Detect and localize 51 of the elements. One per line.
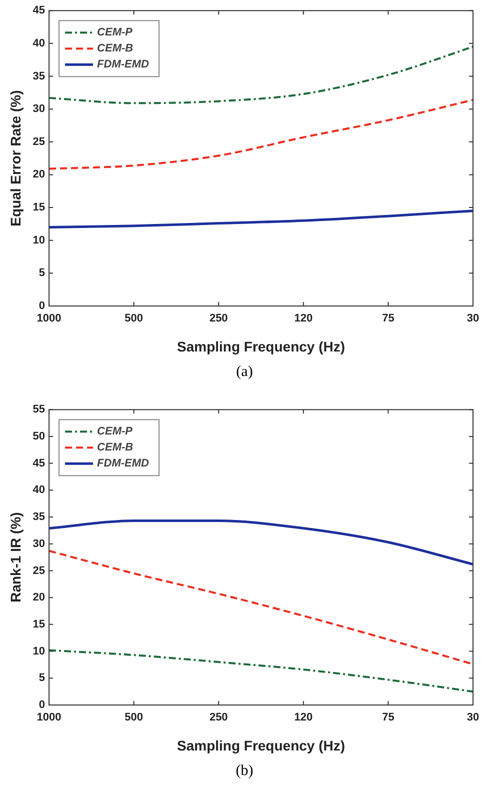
y-tick-label: 30	[32, 538, 46, 550]
x-axis-title: Sampling Frequency (Hz)	[177, 737, 346, 754]
x-tick-label: 30	[466, 312, 480, 325]
x-tick-label: 120	[294, 712, 313, 724]
legend-label: CEM-P	[97, 26, 134, 39]
text: (b)	[234, 763, 254, 780]
x-tick-label: 250	[209, 312, 228, 325]
y-tick-label: 55	[32, 404, 46, 416]
x-axis-title: Sampling Frequency (Hz)	[177, 338, 346, 354]
y-tick-label: 15	[32, 202, 46, 214]
y-axis-title: Rank-1 IR (%)	[7, 512, 24, 602]
y-tick-label: 50	[32, 430, 46, 442]
y-tick-label: 5	[38, 672, 46, 684]
y-tick-label: 25	[32, 136, 46, 148]
y-tick-label: 45	[32, 457, 46, 470]
legend-label: CEM-P	[97, 426, 134, 438]
x-tick-label: 250	[209, 712, 228, 724]
legend-label: CEM-B	[97, 42, 134, 55]
line-series	[48, 649, 474, 693]
y-tick-label: 5	[38, 267, 46, 280]
y-tick-label: 0	[38, 699, 46, 712]
line-series	[48, 98, 474, 170]
text: (a)	[235, 364, 254, 381]
x-tick-label: 120	[294, 312, 313, 325]
x-tick-label: 1000	[36, 712, 62, 724]
x-tick-label: 30	[466, 712, 480, 724]
y-tick-label: 15	[32, 618, 46, 630]
x-tick-label: 500	[124, 712, 144, 724]
y-tick-label: 20	[32, 592, 46, 604]
y-tick-label: 10	[32, 234, 46, 246]
y-tick-label: 40	[32, 484, 46, 496]
y-axis-title: Equal Error Rate (%)	[7, 90, 24, 226]
line-series	[48, 520, 474, 566]
x-tick-label: 1000	[36, 312, 62, 325]
y-tick-label: 25	[32, 564, 46, 577]
x-tick-label: 500	[124, 312, 144, 325]
x-tick-label: 75	[382, 312, 394, 325]
y-tick-label: 35	[32, 70, 46, 82]
y-tick-label: 30	[32, 103, 46, 116]
x-tick-label: 75	[382, 712, 394, 724]
legend-label: CEM-B	[97, 442, 134, 454]
legend-label: FDM-EMD	[97, 58, 150, 71]
y-tick-label: 40	[32, 37, 46, 50]
y-tick-label: 10	[32, 645, 46, 658]
y-tick-label: 0	[38, 300, 46, 312]
y-tick-label: 20	[32, 168, 46, 181]
line-series	[48, 46, 474, 104]
line-series	[48, 210, 474, 228]
y-tick-label: 45	[32, 4, 46, 17]
y-tick-label: 35	[32, 511, 46, 524]
legend-label: FDM-EMD	[97, 458, 150, 470]
